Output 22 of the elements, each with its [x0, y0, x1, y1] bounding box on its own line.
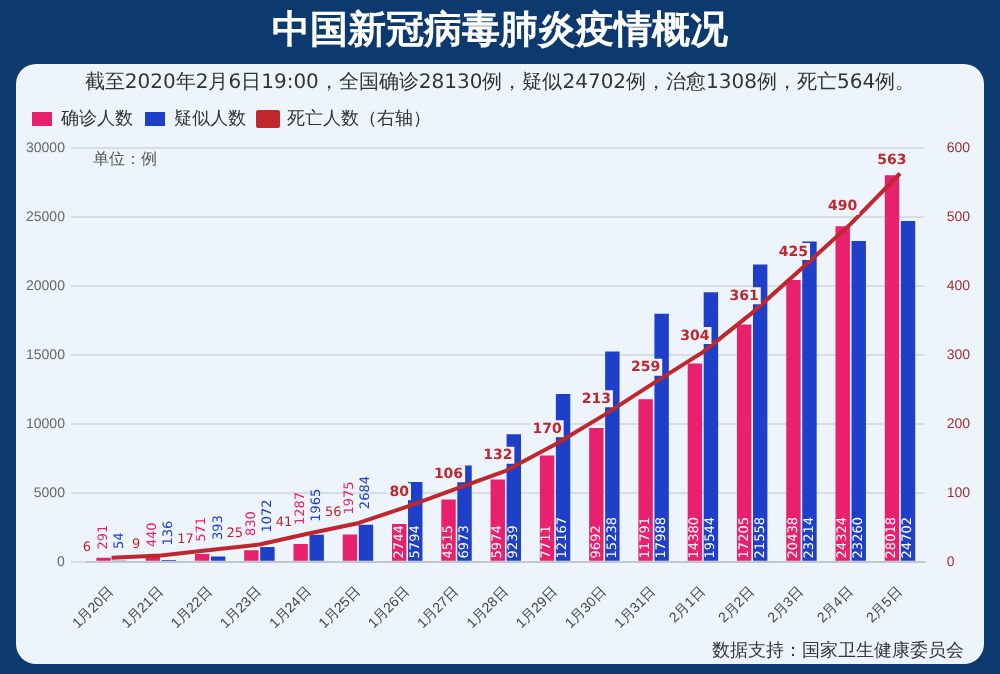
bar	[293, 544, 308, 561]
bar	[900, 221, 916, 561]
legend-label: 疑似人数	[174, 107, 246, 128]
bar	[638, 399, 653, 561]
y-axis-title: 单位：例	[92, 150, 157, 169]
bar	[260, 547, 275, 561]
bar	[851, 240, 866, 561]
bar	[835, 226, 850, 561]
chart-subtitle: 截至2020年2月6日19:00，全国确诊28130例，疑似24702例，治愈1308例，死亡564例。	[82, 69, 918, 98]
bar	[736, 324, 752, 561]
bar	[884, 175, 900, 561]
bar	[786, 279, 801, 561]
legend-label: 死亡人数（右轴）	[287, 107, 431, 128]
legend-label: 确诊人数	[59, 107, 133, 128]
bar	[194, 553, 210, 561]
chart-title: 中国新冠病毒肺炎疫情概况	[270, 6, 730, 56]
bar	[244, 550, 259, 561]
bar	[342, 534, 358, 561]
bar	[358, 524, 374, 561]
bar	[309, 534, 324, 561]
bar	[589, 428, 604, 561]
text: 数据支持：国家卫生健康委员会	[710, 638, 966, 662]
